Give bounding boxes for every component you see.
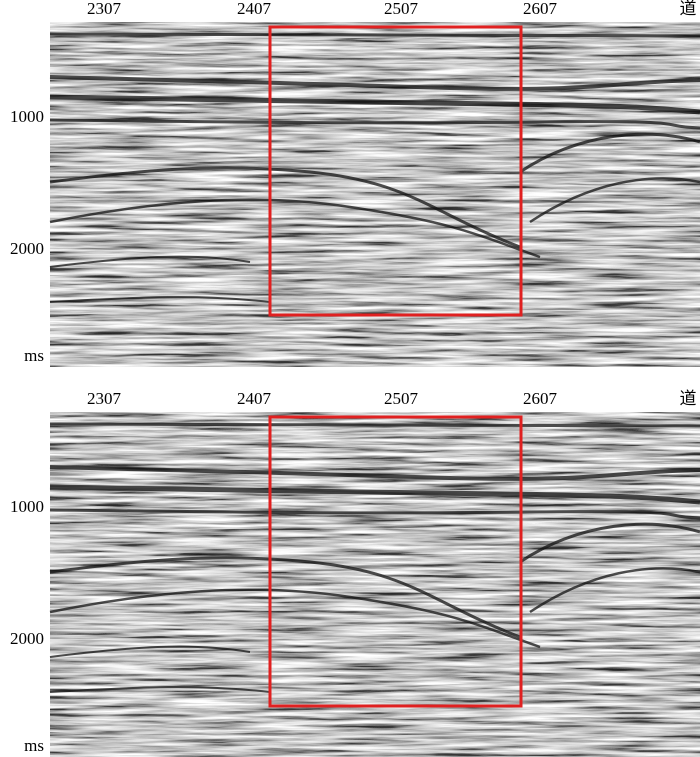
time-label: 1000 [10,107,44,126]
highlight-box [268,415,523,708]
trace-unit: 道 [680,389,697,408]
trace-label: 2407 [237,389,272,408]
trace-unit: 道 [680,0,697,18]
panel-top: 2307 2407 2507 2607 道 1000 2000 ms [10,0,700,367]
highlight-box [268,25,523,317]
time-unit: ms [24,346,44,365]
time-label: 2000 [10,239,44,258]
time-unit: ms [24,736,44,755]
panel-bottom: 2307 2407 2507 2607 道 1000 2000 ms [10,389,700,757]
trace-label: 2507 [384,0,419,18]
trace-label: 2607 [523,0,558,18]
time-label: 1000 [10,497,44,516]
trace-label: 2607 [523,389,558,408]
trace-label: 2307 [87,389,122,408]
trace-label: 2507 [384,389,419,408]
trace-label: 2407 [237,0,272,18]
time-label: 2000 [10,629,44,648]
trace-label: 2307 [87,0,122,18]
